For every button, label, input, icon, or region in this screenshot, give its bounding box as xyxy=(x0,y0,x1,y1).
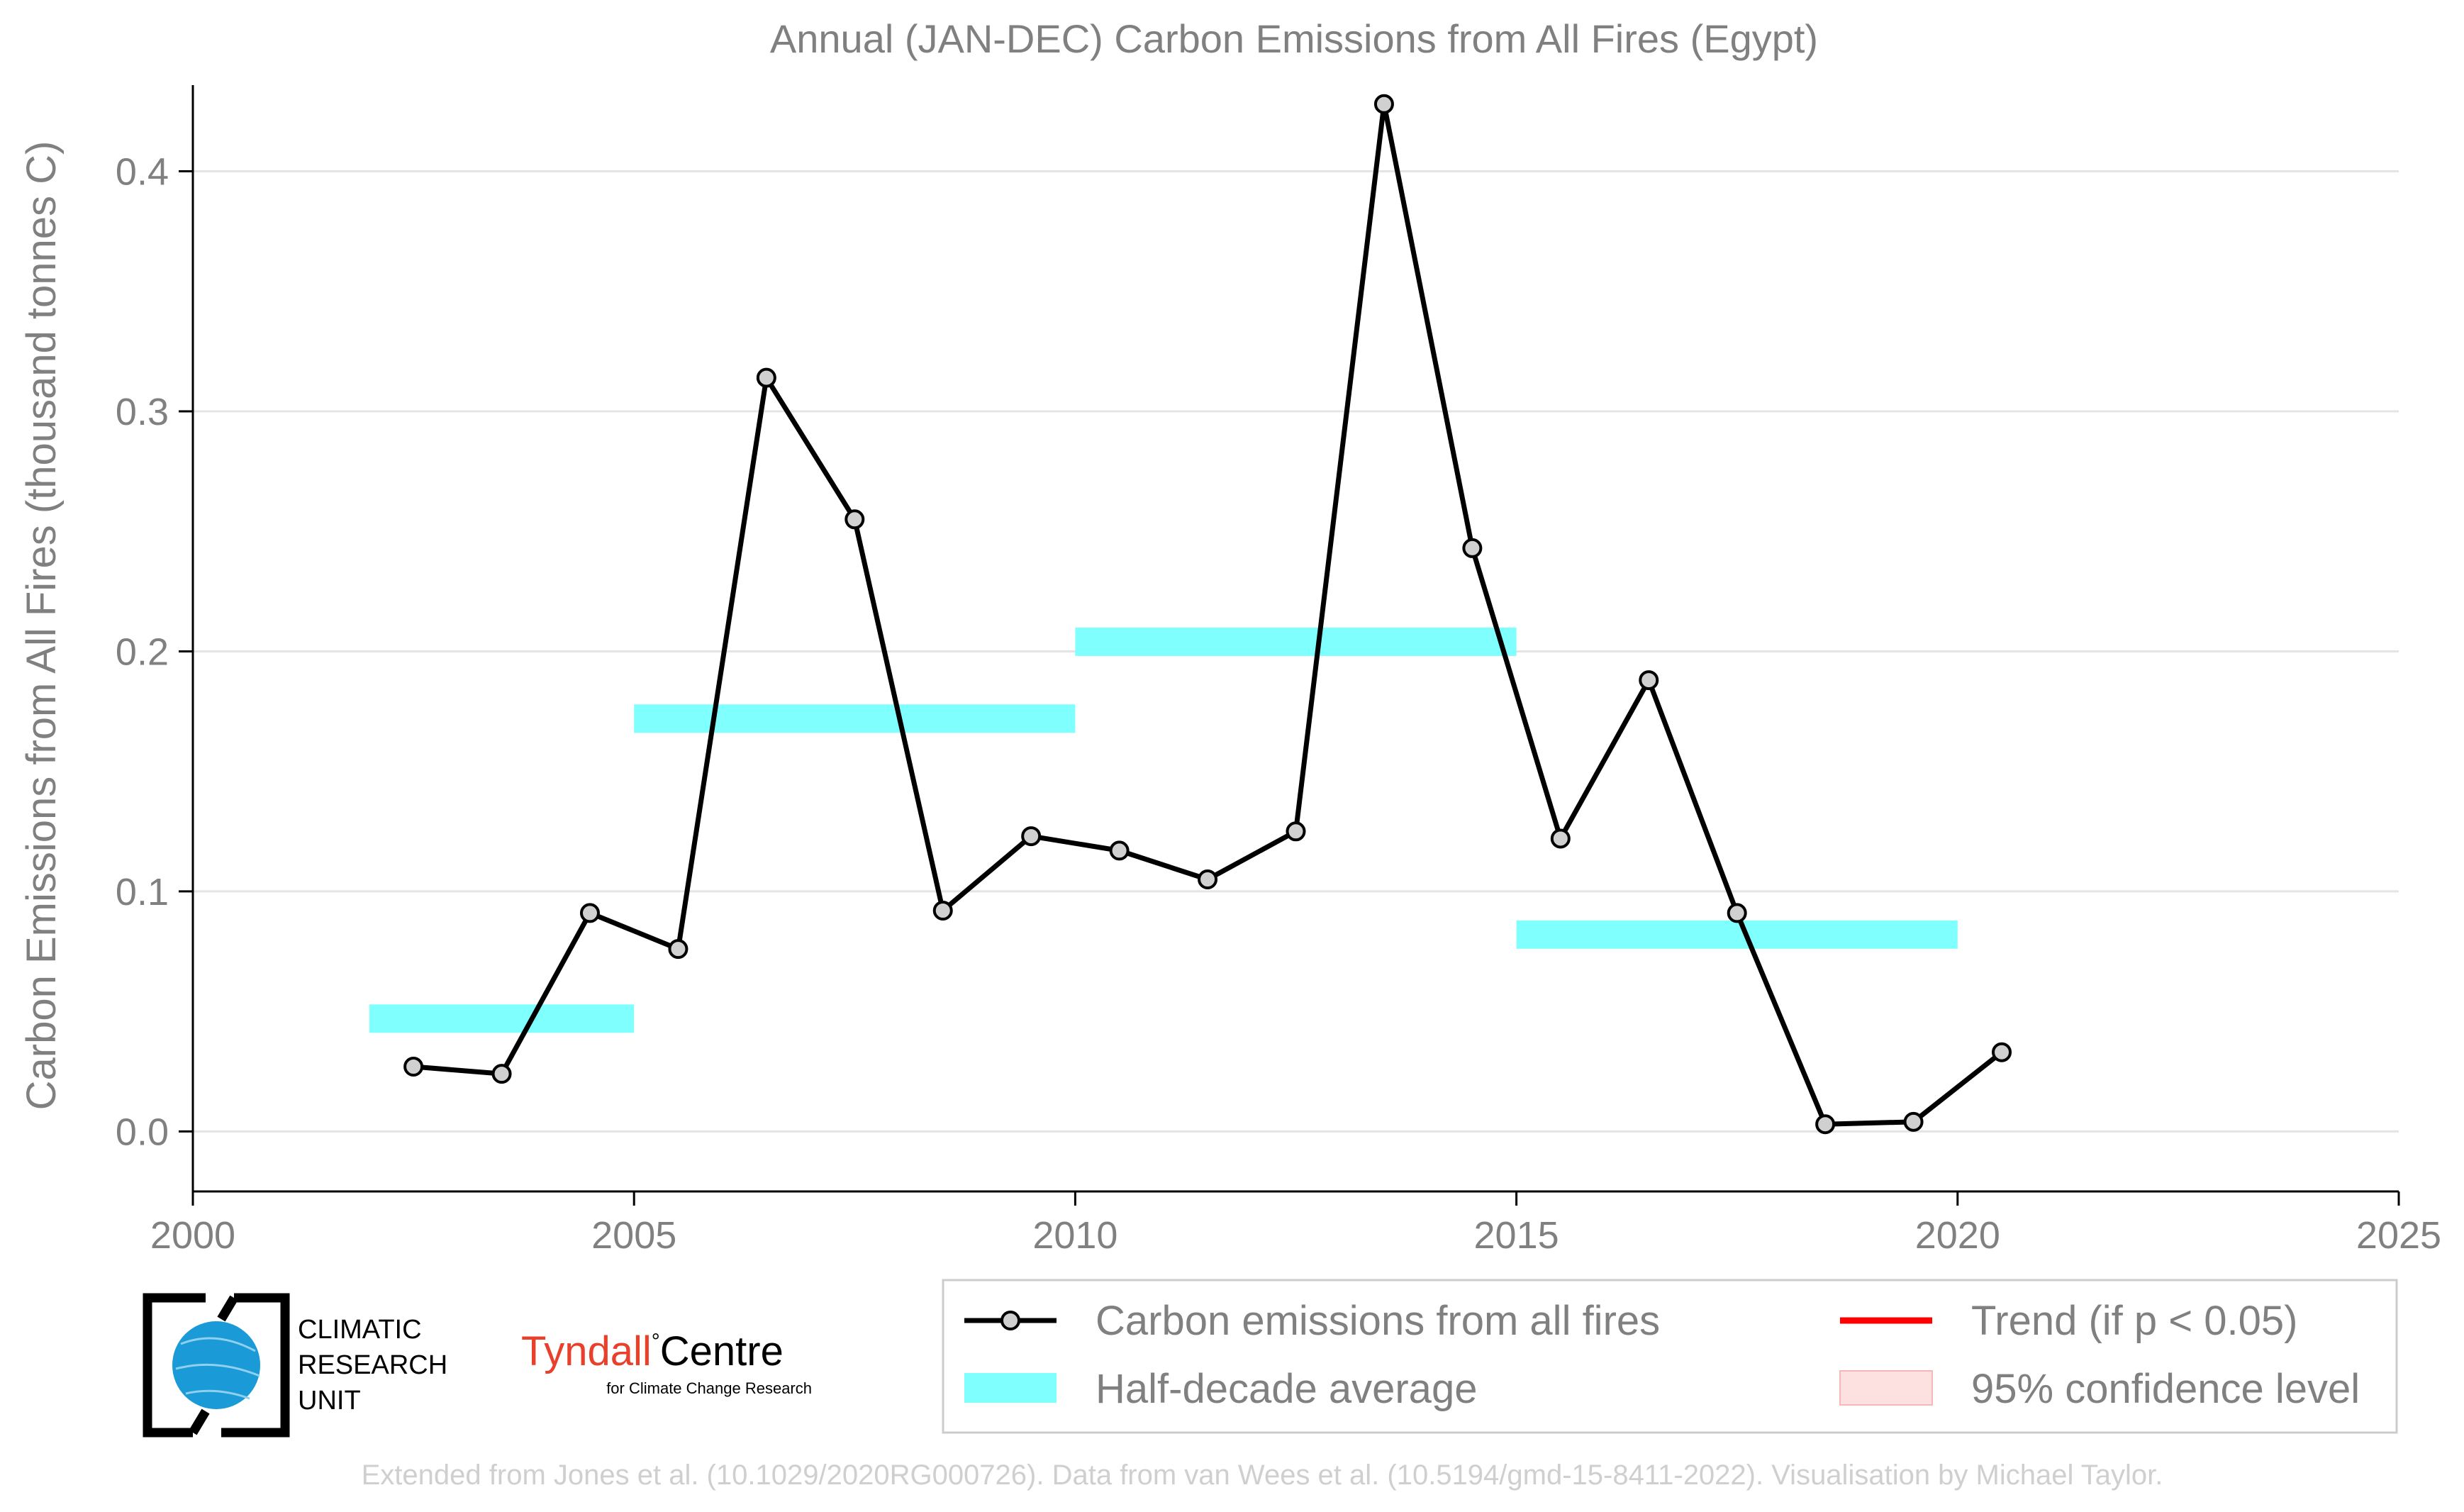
data-point xyxy=(579,903,600,923)
y-tick-label: 0.0 xyxy=(116,1111,169,1153)
data-point xyxy=(668,939,689,960)
tyndall-logo-name: Tyndall xyxy=(521,1328,652,1374)
y-axis-label: Carbon Emissions from All Fires (thousan… xyxy=(18,141,65,1111)
half-decade-band xyxy=(1516,920,1958,949)
cru-logo-slash-bottom xyxy=(189,1408,210,1435)
half-decade-band xyxy=(1075,627,1517,656)
x-tick-label: 2010 xyxy=(1032,1214,1117,1257)
legend-item-half-decade: Half-decade average xyxy=(964,1366,1477,1412)
legend-item-confidence: 95% confidence level xyxy=(1839,1366,2360,1412)
legend-marker-swatch xyxy=(1000,1311,1020,1330)
data-point xyxy=(1286,821,1306,842)
legend-label-confidence: 95% confidence level xyxy=(1971,1366,2360,1412)
legend-label-emissions: Carbon emissions from all fires xyxy=(1096,1298,1660,1344)
data-point xyxy=(1462,538,1483,558)
cru-logo-line-2: RESEARCH xyxy=(298,1350,447,1380)
cru-logo-slash-top xyxy=(217,1295,238,1322)
cru-logo-line-1: CLIMATIC xyxy=(298,1315,422,1345)
half-decade-band xyxy=(369,1004,635,1033)
legend-item-trend: Trend (if p < 0.05) xyxy=(1840,1298,2297,1344)
data-point xyxy=(1992,1042,2012,1062)
cru-logo-line-3: UNIT xyxy=(298,1386,361,1416)
tyndall-logo-centre: Centre xyxy=(660,1328,784,1374)
tyndall-logo-subtitle: for Climate Change Research xyxy=(606,1379,812,1397)
legend-label-half-decade: Half-decade average xyxy=(1096,1366,1477,1412)
x-tick-label: 2015 xyxy=(1474,1214,1559,1257)
y-tick-label: 0.3 xyxy=(116,391,169,433)
globe-icon-meridian xyxy=(175,1337,260,1400)
data-point xyxy=(1639,670,1659,691)
y-tick-label: 0.1 xyxy=(116,871,169,913)
cru-logo: CLIMATIC RESEARCH UNIT xyxy=(143,1293,447,1438)
data-point xyxy=(1550,828,1571,849)
cru-logo-bracket-right xyxy=(221,1293,290,1438)
data-point xyxy=(403,1057,424,1077)
credit-line: Extended from Jones et al. (10.1029/2020… xyxy=(362,1460,2163,1491)
data-point xyxy=(1198,869,1218,889)
half-decade-band xyxy=(634,704,1076,733)
data-point xyxy=(491,1064,512,1084)
data-point xyxy=(1373,94,1394,114)
data-point xyxy=(844,509,865,530)
y-tick-label: 0.2 xyxy=(116,630,169,673)
data-point xyxy=(1109,840,1130,861)
y-axis-ticks: 0.0 0.1 0.2 0.3 0.4 xyxy=(116,85,194,1191)
half-decade-bands xyxy=(369,627,1958,1033)
emissions-line xyxy=(413,101,2004,1127)
data-point xyxy=(1727,903,1747,923)
legend-confidence-swatch xyxy=(1839,1370,1933,1406)
x-tick-label: 2005 xyxy=(591,1214,676,1257)
data-point xyxy=(1815,1114,1836,1135)
y-tick-label: 0.4 xyxy=(116,151,169,194)
cru-logo-bracket-left xyxy=(143,1293,206,1438)
data-point xyxy=(1903,1111,1924,1132)
tyndall-logo-wordmark: Tyndall°Centre xyxy=(521,1328,784,1374)
x-tick-label: 2000 xyxy=(150,1214,235,1257)
legend-frame xyxy=(942,1279,2398,1434)
legend-band-swatch xyxy=(964,1373,1057,1403)
legend-label-trend: Trend (if p < 0.05) xyxy=(1971,1298,2297,1344)
x-axis-ticks: 2000 2005 2010 2015 2020 2025 xyxy=(150,1191,2441,1257)
tyndall-logo: Tyndall°Centre for Climate Change Resear… xyxy=(521,1328,812,1397)
tyndall-logo-degree: ° xyxy=(652,1330,660,1353)
data-point xyxy=(1021,826,1042,847)
x-tick-label: 2025 xyxy=(2356,1214,2441,1257)
data-point xyxy=(756,367,776,388)
legend: Carbon emissions from all fires Trend (i… xyxy=(942,1279,2398,1434)
data-point xyxy=(932,901,953,921)
emissions-series xyxy=(403,94,2012,1135)
x-tick-label: 2020 xyxy=(1915,1214,2000,1257)
legend-item-emissions: Carbon emissions from all fires xyxy=(964,1298,1660,1344)
chart-title: Annual (JAN-DEC) Carbon Emissions from A… xyxy=(770,16,1818,61)
